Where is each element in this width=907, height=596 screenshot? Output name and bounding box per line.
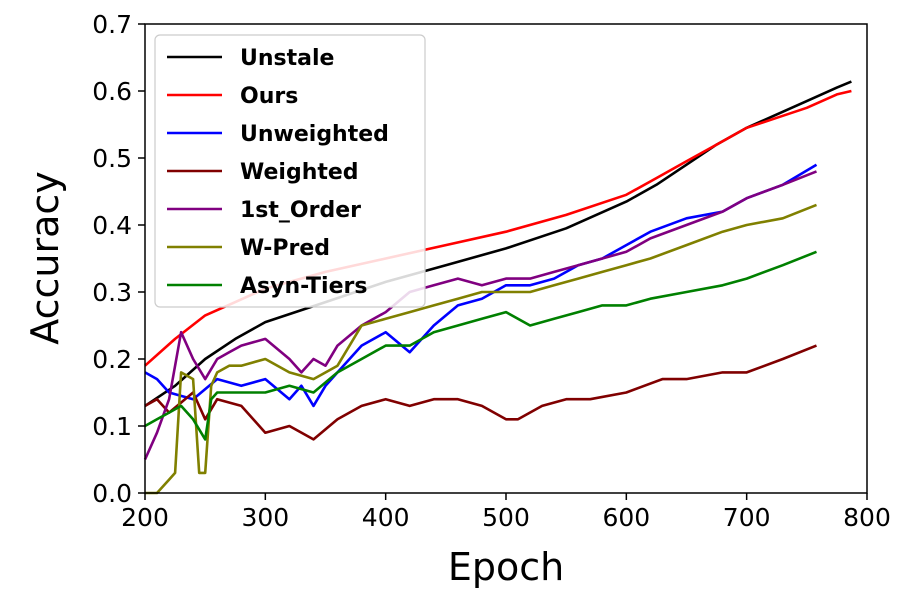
legend-label: Asyn-Tiers — [240, 274, 367, 299]
y-tick-label: 0.0 — [92, 479, 132, 508]
series-line-weighted — [144, 344, 817, 441]
legend-label: W-Pred — [240, 236, 330, 261]
y-tick-label: 0.4 — [92, 211, 132, 240]
series-line-asyn-tiers — [144, 250, 817, 441]
x-tick-label: 400 — [362, 503, 410, 532]
legend: Unstale Ours Unweighted Weighted 1st_Order W-… — [154, 34, 426, 308]
legend-label: 1st_Order — [240, 198, 361, 223]
y-tick-label: 0.2 — [92, 345, 132, 374]
y-tick-label: 0.7 — [92, 10, 132, 39]
x-tick-label: 200 — [121, 503, 169, 532]
legend-label: Unstale — [240, 46, 334, 71]
x-axis-title: Epoch — [448, 545, 564, 589]
x-tick-label: 600 — [602, 503, 650, 532]
x-tick-label: 700 — [723, 503, 771, 532]
y-tick-label: 0.5 — [92, 144, 132, 173]
series-line-1st-order — [143, 170, 817, 461]
x-tick-label: 800 — [843, 503, 891, 532]
y-tick-label: 0.6 — [92, 77, 132, 106]
y-axis-title: Accuracy — [23, 171, 67, 345]
x-tick-label: 500 — [482, 503, 530, 532]
legend-label: Ours — [240, 84, 298, 109]
series-line-unstale — [144, 80, 852, 407]
legend-box — [154, 34, 426, 308]
y-tick-label: 0.3 — [92, 278, 132, 307]
x-axis-ticks: 200 300 400 500 600 700 800 — [121, 493, 891, 532]
legend-label: Unweighted — [240, 122, 389, 147]
x-tick-label: 300 — [241, 503, 289, 532]
y-axis-ticks: 0.0 0.1 0.2 0.3 0.4 0.5 0.6 0.7 — [92, 10, 145, 508]
legend-label: Weighted — [240, 160, 359, 185]
y-tick-label: 0.1 — [92, 412, 132, 441]
